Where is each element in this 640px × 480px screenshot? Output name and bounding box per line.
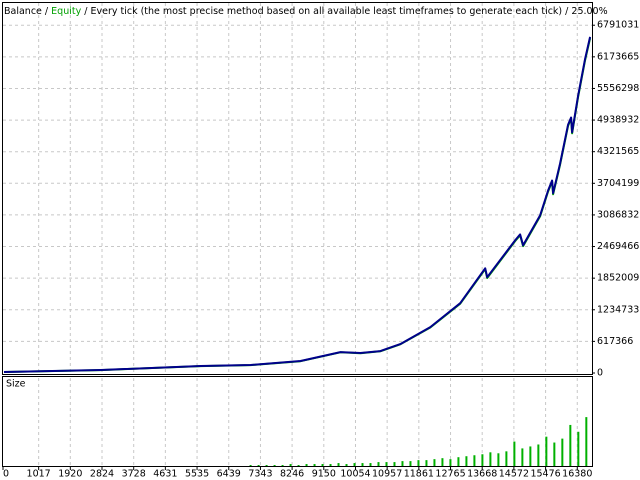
x-tick-label: 11861 <box>404 469 434 480</box>
size-bar <box>545 436 548 466</box>
size-bar <box>305 464 308 466</box>
x-tick-label: 6439 <box>217 469 241 480</box>
x-tick-label: 12765 <box>435 469 465 480</box>
size-bar <box>313 464 316 466</box>
y-tick-label: 617366 <box>597 336 633 347</box>
separator: / <box>45 6 49 17</box>
size-bar <box>433 459 436 466</box>
x-tick-label: 2824 <box>90 469 114 480</box>
quality-label: 25.00% <box>571 6 607 17</box>
size-bar <box>409 461 412 466</box>
x-tick-label: 13668 <box>467 469 497 480</box>
size-bar <box>529 446 532 466</box>
size-bar <box>577 431 580 466</box>
size-bar <box>441 458 444 466</box>
size-bar <box>481 454 484 466</box>
size-bar <box>289 464 292 466</box>
size-bar <box>561 438 564 466</box>
x-tick-label: 15476 <box>530 469 560 480</box>
x-tick-label: 7343 <box>248 469 272 480</box>
x-tick-label: 10054 <box>340 469 370 480</box>
separator: / <box>565 6 569 17</box>
x-tick-label: 8246 <box>280 469 304 480</box>
size-bar <box>489 452 492 466</box>
size-bar <box>417 460 420 466</box>
size-bar <box>569 424 572 466</box>
grid-layer <box>3 3 592 466</box>
size-bar <box>377 462 380 466</box>
size-bar <box>505 451 508 466</box>
size-bar <box>369 463 372 466</box>
size-bar <box>497 453 500 466</box>
size-bar <box>585 417 588 466</box>
size-bar <box>281 465 284 466</box>
legend-equity: Equity <box>51 6 81 17</box>
x-tick-label: 1017 <box>27 469 51 480</box>
size-bar <box>521 448 524 466</box>
x-tick-label: 16380 <box>562 469 592 480</box>
legend-balance: Balance <box>4 6 42 17</box>
size-bar <box>393 462 396 466</box>
size-bar <box>265 465 268 466</box>
y-tick-label: 5556298 <box>597 83 639 94</box>
y-tick-label: 4938932 <box>597 115 639 126</box>
x-tick-label: 5535 <box>185 469 209 480</box>
size-bar <box>273 465 276 466</box>
model-label: Every tick (the most precise method base… <box>90 6 562 17</box>
size-bar <box>385 462 388 466</box>
size-frame <box>2 376 593 467</box>
size-bar <box>449 459 452 466</box>
y-tick-label: 0 <box>597 368 603 379</box>
size-bar <box>425 460 428 466</box>
x-tick-label: 1920 <box>58 469 82 480</box>
size-bar <box>329 464 332 466</box>
size-bar <box>337 463 340 466</box>
size-bar <box>257 465 260 466</box>
size-title: Size <box>6 379 26 390</box>
series-line <box>3 36 592 373</box>
x-tick-label: 3728 <box>122 469 146 480</box>
size-bar <box>457 457 460 466</box>
size-bar <box>353 463 356 466</box>
y-tick-label: 4321565 <box>597 146 639 157</box>
y-tick-label: 1852009 <box>597 273 639 284</box>
size-bar <box>537 444 540 466</box>
y-tick-label: 6173665 <box>597 51 639 62</box>
y-tick-label: 3086832 <box>597 209 639 220</box>
marks-layer <box>3 36 592 466</box>
size-bar <box>321 464 324 466</box>
size-bar <box>553 442 556 466</box>
y-tick-label: 2469466 <box>597 241 639 252</box>
x-tick-label: 14572 <box>499 469 529 480</box>
x-tick-label: 9150 <box>312 469 336 480</box>
y-tick-label: 6791031 <box>597 20 639 31</box>
size-bar <box>513 441 516 466</box>
separator: / <box>84 6 88 17</box>
chart-header: Balance / Equity / Every tick (the most … <box>4 6 608 17</box>
y-tick-label: 1234733 <box>597 304 639 315</box>
size-bar <box>465 456 468 466</box>
size-bar <box>361 463 364 466</box>
x-tick-label: 4631 <box>153 469 177 480</box>
y-tick-label: 3704199 <box>597 178 639 189</box>
size-bar <box>249 465 252 466</box>
size-bar <box>401 461 404 466</box>
x-tick-label: 10957 <box>372 469 402 480</box>
x-tick-label: 0 <box>3 469 9 480</box>
size-bar <box>473 455 476 466</box>
size-bar <box>345 464 348 466</box>
size-bar <box>297 465 300 466</box>
main-frame <box>2 2 593 375</box>
